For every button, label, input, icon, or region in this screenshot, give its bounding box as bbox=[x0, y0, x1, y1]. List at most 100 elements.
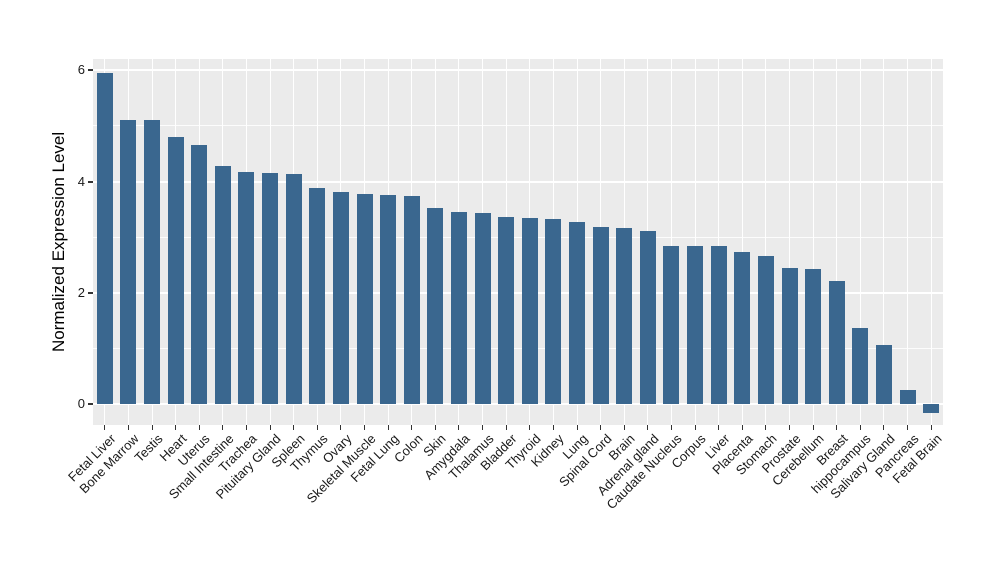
bar bbox=[852, 327, 869, 405]
x-tick bbox=[245, 425, 247, 430]
bar bbox=[663, 245, 680, 405]
x-tick bbox=[151, 425, 153, 430]
bar bbox=[710, 246, 727, 405]
x-tick bbox=[340, 425, 342, 430]
bar bbox=[875, 345, 892, 405]
v-gridline bbox=[718, 59, 720, 425]
bar bbox=[356, 194, 373, 405]
x-tick bbox=[482, 425, 484, 430]
h-gridline-major bbox=[93, 69, 943, 72]
v-gridline bbox=[670, 59, 672, 425]
bar bbox=[403, 195, 420, 405]
x-tick bbox=[859, 425, 861, 430]
h-gridline-major bbox=[93, 180, 943, 183]
bar bbox=[238, 172, 255, 405]
bar bbox=[521, 217, 538, 405]
v-gridline bbox=[907, 59, 909, 425]
v-gridline bbox=[859, 59, 861, 425]
bar bbox=[214, 166, 231, 405]
x-tick bbox=[104, 425, 106, 430]
v-gridline bbox=[765, 59, 767, 425]
v-gridline bbox=[930, 59, 932, 425]
bar bbox=[120, 120, 137, 405]
x-tick bbox=[364, 425, 366, 430]
h-gridline-major bbox=[93, 403, 943, 406]
bar bbox=[828, 280, 845, 405]
x-tick bbox=[765, 425, 767, 430]
h-gridline-major bbox=[93, 291, 943, 294]
x-tick bbox=[316, 425, 318, 430]
v-gridline bbox=[836, 59, 838, 425]
bar bbox=[923, 404, 940, 414]
x-tick bbox=[812, 425, 814, 430]
x-tick bbox=[222, 425, 224, 430]
y-tick bbox=[88, 69, 93, 72]
x-tick bbox=[930, 425, 932, 430]
y-tick bbox=[88, 403, 93, 406]
x-tick bbox=[836, 425, 838, 430]
y-tick bbox=[88, 291, 93, 294]
x-tick bbox=[175, 425, 177, 430]
v-gridline bbox=[883, 59, 885, 425]
y-axis-title: Normalized Expression Level bbox=[49, 131, 68, 353]
bar bbox=[167, 136, 184, 405]
x-tick bbox=[505, 425, 507, 430]
x-tick bbox=[789, 425, 791, 430]
bar bbox=[805, 268, 822, 405]
x-tick bbox=[458, 425, 460, 430]
bar bbox=[474, 213, 491, 405]
bar bbox=[592, 226, 609, 405]
bar bbox=[332, 191, 349, 405]
x-tick bbox=[293, 425, 295, 430]
y-tick-label: 2 bbox=[77, 284, 85, 300]
bar bbox=[616, 228, 633, 405]
bar bbox=[450, 211, 467, 405]
bar bbox=[262, 173, 279, 405]
bar bbox=[144, 119, 161, 405]
x-tick bbox=[670, 425, 672, 430]
bar bbox=[687, 245, 704, 405]
bar bbox=[899, 389, 916, 405]
x-tick bbox=[647, 425, 649, 430]
x-tick bbox=[576, 425, 578, 430]
x-tick bbox=[623, 425, 625, 430]
y-tick bbox=[88, 180, 93, 183]
bar bbox=[639, 230, 656, 405]
x-tick bbox=[269, 425, 271, 430]
x-tick bbox=[741, 425, 743, 430]
bar bbox=[781, 267, 798, 405]
x-tick bbox=[883, 425, 885, 430]
bar bbox=[545, 218, 562, 405]
bar bbox=[734, 252, 751, 405]
bar bbox=[285, 173, 302, 405]
x-tick bbox=[411, 425, 413, 430]
bar bbox=[309, 188, 326, 405]
bar bbox=[96, 73, 113, 405]
x-tick bbox=[434, 425, 436, 430]
x-tick bbox=[907, 425, 909, 430]
x-tick bbox=[529, 425, 531, 430]
y-tick-label: 4 bbox=[77, 173, 85, 189]
bar bbox=[191, 144, 208, 405]
bar bbox=[757, 256, 774, 405]
bar bbox=[498, 217, 515, 405]
plot-panel bbox=[93, 59, 943, 425]
bar bbox=[427, 207, 444, 405]
v-gridline bbox=[789, 59, 791, 425]
x-tick bbox=[600, 425, 602, 430]
v-gridline bbox=[694, 59, 696, 425]
h-gridline-minor bbox=[93, 348, 943, 350]
x-tick bbox=[552, 425, 554, 430]
bar bbox=[380, 194, 397, 405]
x-tick bbox=[718, 425, 720, 430]
x-tick bbox=[387, 425, 389, 430]
y-tick-label: 0 bbox=[77, 396, 85, 412]
x-tick bbox=[694, 425, 696, 430]
h-gridline-minor bbox=[93, 125, 943, 127]
v-gridline bbox=[812, 59, 814, 425]
x-tick bbox=[198, 425, 200, 430]
x-tick bbox=[127, 425, 129, 430]
h-gridline-minor bbox=[93, 236, 943, 238]
y-tick-label: 6 bbox=[77, 62, 85, 78]
